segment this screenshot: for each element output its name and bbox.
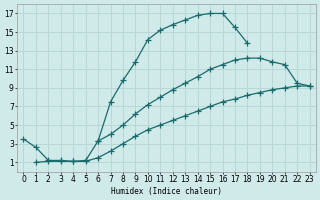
X-axis label: Humidex (Indice chaleur): Humidex (Indice chaleur)	[111, 187, 222, 196]
